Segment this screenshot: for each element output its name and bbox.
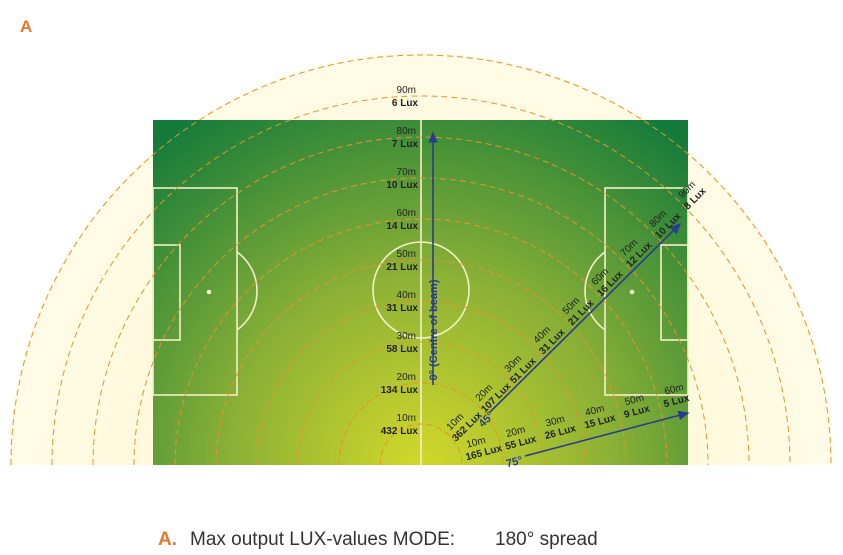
range-arc [133, 177, 709, 466]
centre-beam-label: 0° (Centre of beam) [428, 279, 440, 380]
range-arc [10, 54, 832, 466]
beam-75-arrow [524, 410, 690, 457]
lux-label: 10 Lux [386, 180, 418, 191]
lux-label: 7 Lux [392, 139, 419, 150]
distance-label: 30m [397, 331, 416, 342]
lux-label: 6 Lux [392, 98, 419, 109]
distance-label: 70m [397, 167, 416, 178]
distance-label: 60m [663, 382, 685, 398]
beam-75-label: 75° [505, 454, 524, 470]
panel-label: A [20, 17, 32, 36]
distance-label: 30m [544, 414, 566, 430]
range-arc [297, 341, 545, 466]
range-arc [92, 136, 750, 466]
distance-label: 10m [465, 435, 487, 451]
caption-value: 180° spread [495, 529, 598, 550]
lux-label: 134 Lux [381, 385, 419, 396]
lux-label: 31 Lux [386, 303, 418, 314]
pitch-lines [152, 120, 689, 465]
distance-label: 20m [397, 372, 416, 383]
range-arc [174, 218, 668, 466]
lux-label: 21 Lux [386, 262, 418, 273]
distance-label: 50m [624, 393, 646, 409]
lux-label: 14 Lux [386, 221, 418, 232]
distance-label: 40m [397, 290, 416, 301]
beam-45-arrow [489, 222, 682, 413]
distance-label: 40m [584, 403, 606, 419]
distance-label: 10m [397, 413, 416, 424]
distance-label: 90m [397, 85, 416, 96]
beam-reading: 60m5 Lux [659, 381, 691, 410]
lux-label: 432 Lux [381, 426, 419, 437]
distance-label: 80m [397, 126, 416, 137]
range-arc [51, 95, 791, 466]
range-arc [215, 259, 627, 466]
range-arcs [10, 54, 832, 466]
distance-label: 50m [397, 249, 416, 260]
distance-label: 60m [397, 208, 416, 219]
lux-label: 58 Lux [386, 344, 418, 355]
range-arc [379, 423, 463, 466]
caption-letter: A. [158, 529, 177, 550]
caption-text: Max output LUX-values MODE: [190, 529, 455, 550]
distance-label: 20m [505, 424, 527, 440]
